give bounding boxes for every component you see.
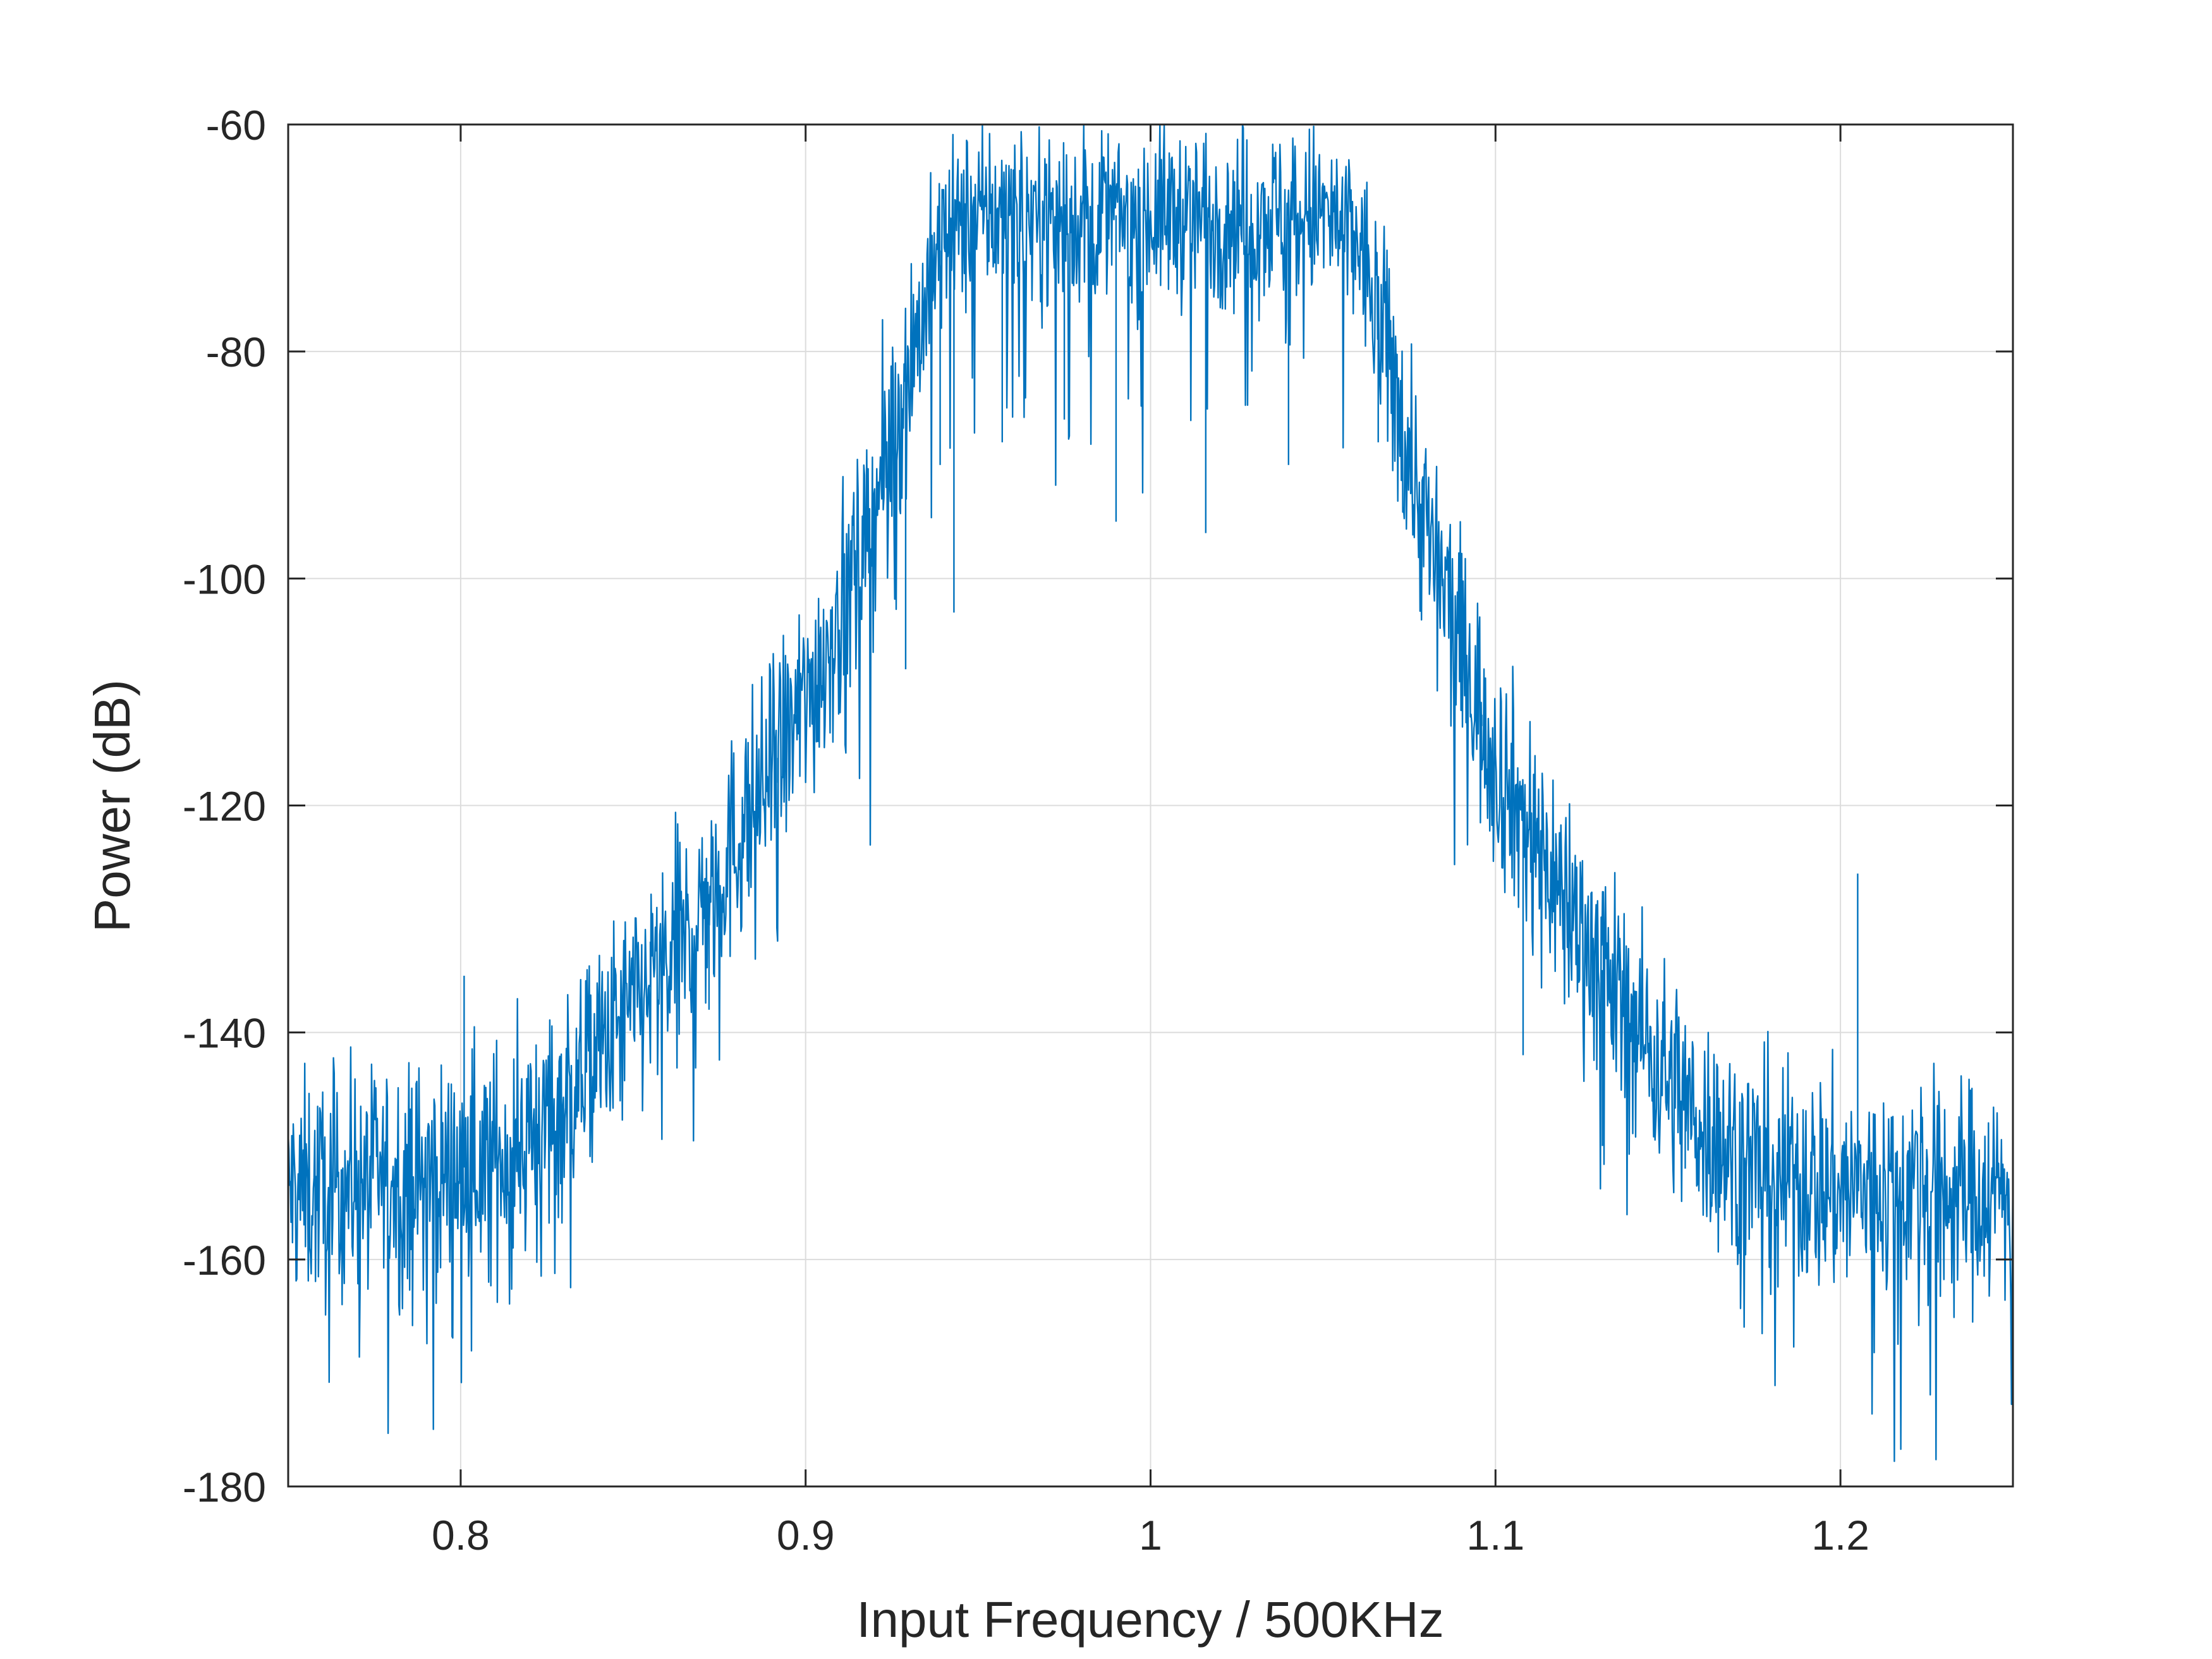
x-axis-label: Input Frequency / 500KHz xyxy=(856,1591,1443,1648)
y-tick-label: -60 xyxy=(206,102,266,149)
x-tick-label: 1.1 xyxy=(1466,1512,1524,1559)
x-tick-labels: 0.8 0.9 1 1.1 1.2 xyxy=(432,1512,1869,1559)
y-tick-labels: -180 -160 -140 -120 -100 -80 -60 xyxy=(183,102,266,1510)
tick-marks xyxy=(288,123,2013,1488)
x-tick-label: 0.9 xyxy=(777,1512,835,1559)
y-axis-label: Power (dB) xyxy=(84,679,140,932)
y-tick-label: -140 xyxy=(183,1010,266,1057)
y-tick-label: -100 xyxy=(183,556,266,602)
y-tick-label: -120 xyxy=(183,783,266,830)
spectrum-trace xyxy=(287,123,2014,1462)
y-tick-label: -80 xyxy=(206,329,266,375)
x-tick-label: 0.8 xyxy=(432,1512,490,1559)
x-tick-label: 1.2 xyxy=(1811,1512,1869,1559)
series-layer xyxy=(287,123,2014,1462)
y-tick-label: -180 xyxy=(183,1464,266,1510)
y-tick-label: -160 xyxy=(183,1237,266,1284)
x-tick-label: 1 xyxy=(1139,1512,1162,1559)
